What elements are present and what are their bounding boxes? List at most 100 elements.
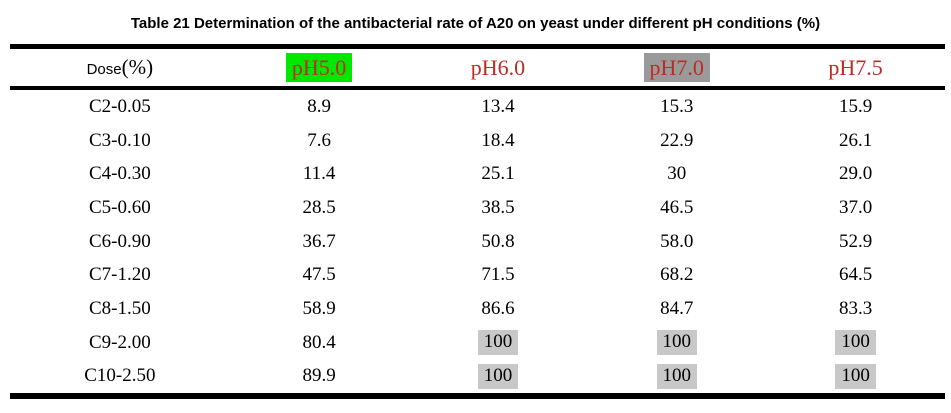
value-cell: 100 [766,360,945,397]
dose-cell: C9-2.00 [88,331,151,353]
value-cell: 84.7 [587,292,766,326]
value-text: 36.7 [302,230,336,252]
value-cell: 28.5 [230,191,409,225]
value-cell: 100 [409,326,588,360]
value-text: 100 [477,363,519,389]
value-cell: 13.4 [409,88,588,124]
value-cell: 58.0 [587,225,766,259]
value-text: 26.1 [838,129,873,151]
value-text: 100 [656,330,697,356]
value-text: 100 [477,330,519,356]
value-text: 80.4 [302,331,336,353]
value-text: 100 [835,330,876,356]
dose-header-cell: Dose(%) [10,46,230,90]
value-text: 52.9 [838,230,873,252]
value-text: 84.7 [660,297,694,319]
value-cell: 15.3 [587,88,766,124]
value-text: 11.4 [302,163,336,185]
ph5-header-label: pH5.0 [285,52,353,83]
ph75-header-label: pH7.5 [828,54,883,80]
value-text: 30 [667,163,687,185]
value-text: 13.4 [481,95,515,117]
ph6-header-label: pH6.0 [470,54,526,80]
value-cell: 71.5 [409,258,588,292]
dose-cell: C4-0.30 [88,163,151,185]
table-row: C7-1.20 47.5 71.5 68.2 64.5 [10,258,945,292]
value-cell: 80.4 [230,326,409,360]
value-cell: 64.5 [766,258,945,292]
table-row: C5-0.60 28.5 38.5 46.5 37.0 [10,191,945,225]
value-cell: 15.9 [766,88,945,124]
table-row: C8-1.50 58.9 86.6 84.7 83.3 [10,292,945,326]
value-text: 68.2 [660,264,694,286]
value-cell: 26.1 [766,124,945,158]
dose-cell: C2-0.05 [88,95,151,117]
value-text: 18.4 [481,129,515,151]
table-row: C2-0.05 8.9 13.4 15.3 15.9 [10,88,945,124]
value-cell: 89.9 [230,360,409,397]
value-text: 38.5 [481,196,515,218]
value-text: 89.9 [302,365,336,387]
value-cell: 68.2 [587,258,766,292]
value-text: 25.1 [481,163,515,185]
ph5-header-cell: pH5.0 [229,46,409,90]
value-cell: 50.8 [409,225,588,259]
ph7-header-cell: pH7.0 [587,46,767,90]
value-cell: 38.5 [409,191,588,225]
value-cell: 52.9 [766,225,945,259]
value-text: 58.0 [660,230,694,252]
value-cell: 25.1 [409,157,588,191]
dose-cell: C5-0.60 [88,196,151,218]
ph7-header-label: pH7.0 [643,52,710,83]
value-text: 71.5 [481,264,515,286]
ph6-header-cell: pH6.0 [408,46,588,90]
value-text: 28.5 [302,196,336,218]
dose-cell: C3-0.10 [88,129,151,151]
dose-cell: C8-1.50 [88,297,151,319]
value-cell: 7.6 [230,124,409,158]
value-cell: 22.9 [587,124,766,158]
ph75-header-cell: pH7.5 [766,46,945,90]
dose-cell: C10-2.50 [84,365,156,387]
value-cell: 36.7 [230,225,409,259]
value-cell: 37.0 [766,191,945,225]
table-row: C9-2.00 80.4 100 100 100 [10,326,945,360]
value-cell: 100 [766,326,945,360]
value-text: 7.6 [307,129,331,151]
dose-header-label: Dose [86,61,122,78]
value-cell: 11.4 [230,157,409,191]
value-cell: 100 [587,360,766,397]
value-text: 29.0 [838,163,873,185]
table-row: C6-0.90 36.7 50.8 58.0 52.9 [10,225,945,259]
dose-cell: C7-1.20 [88,264,151,286]
value-cell: 29.0 [766,157,945,191]
value-cell: 8.9 [230,88,409,124]
value-cell: 86.6 [409,292,588,326]
value-cell: 18.4 [409,124,588,158]
value-text: 100 [835,363,876,389]
value-text: 100 [656,363,697,389]
value-cell: 100 [587,326,766,360]
header-row: Dose(%) pH5.0 pH6.0 pH7.0 pH7.5 [10,46,945,90]
value-text: 50.8 [481,230,515,252]
value-cell: 46.5 [587,191,766,225]
value-text: 8.9 [307,95,331,117]
value-text: 15.9 [838,95,873,117]
table-row: C4-0.30 11.4 25.1 30 29.0 [10,157,945,191]
value-text: 58.9 [302,297,336,319]
dose-cell: C6-0.90 [88,230,151,252]
value-cell: 47.5 [230,258,409,292]
table-row: C3-0.10 7.6 18.4 22.9 26.1 [10,124,945,158]
value-text: 22.9 [660,129,694,151]
value-text: 64.5 [838,264,873,286]
value-text: 83.3 [838,297,873,319]
table-caption: Table 21 Determination of the antibacter… [130,15,821,32]
value-text: 15.3 [660,95,694,117]
value-cell: 58.9 [230,292,409,326]
value-cell: 100 [409,360,588,397]
value-text: 86.6 [481,297,515,319]
table-body: C2-0.05 8.9 13.4 15.3 15.9 C3-0.10 7.6 18.4 22.9… [10,88,945,396]
table-header: Dose(%) pH5.0 pH6.0 pH7.0 pH7.5 [10,46,945,90]
table-row: C10-2.50 89.9 100 100 100 [10,360,945,397]
value-text: 46.5 [660,196,694,218]
